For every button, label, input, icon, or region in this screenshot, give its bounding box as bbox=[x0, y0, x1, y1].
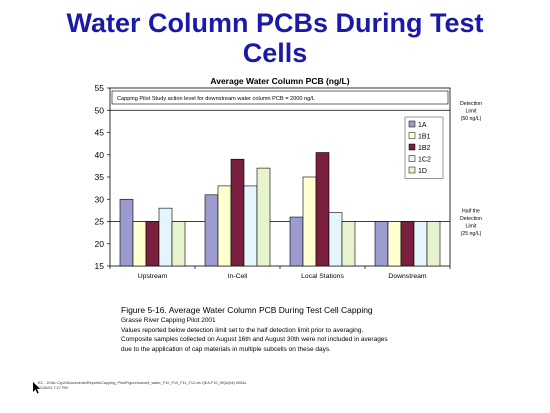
y-tick-label: 30 bbox=[95, 194, 105, 204]
caption-title: Figure 5-16. Average Water Column PCB Du… bbox=[121, 305, 373, 315]
reference-line-label: (25 ng/L) bbox=[461, 231, 482, 237]
bar bbox=[132, 221, 147, 267]
bar bbox=[341, 221, 356, 267]
mouse-pointer-icon bbox=[33, 382, 40, 394]
y-tick-label: 25 bbox=[95, 217, 105, 227]
chart-title: Average Water Column PCB (ng/L) bbox=[210, 76, 349, 86]
y-tick-label: 55 bbox=[95, 83, 105, 93]
footer-path: EC - DVAL:CgVoDocuments\Reports\Capping_… bbox=[38, 381, 247, 385]
slide-title: Water Column PCBs During Test Cells bbox=[0, 8, 550, 68]
bar bbox=[328, 212, 343, 267]
bar bbox=[426, 221, 441, 267]
caption-line-4: due to the application of cap materials … bbox=[121, 345, 331, 353]
bar bbox=[315, 152, 330, 267]
y-tick-label: 50 bbox=[95, 105, 105, 115]
bar bbox=[302, 176, 317, 267]
caption-line-1: Grasse River Capping Pilot 2001 bbox=[121, 317, 216, 324]
reference-line-label: (50 ng/L) bbox=[461, 116, 482, 122]
legend-swatch bbox=[408, 132, 416, 139]
legend-label: 1A bbox=[418, 122, 427, 129]
y-tick-label: 40 bbox=[95, 150, 105, 160]
annotation-frame bbox=[111, 90, 449, 105]
legend-swatch bbox=[408, 143, 416, 151]
footer-timestamp: 11/26/01 7:27 PM bbox=[38, 386, 68, 390]
bar bbox=[413, 221, 428, 267]
x-tick-label: Upstream bbox=[138, 273, 168, 280]
bar bbox=[256, 167, 271, 267]
bars bbox=[119, 152, 441, 267]
bar bbox=[217, 185, 232, 267]
slide-title-line-1: Water Column PCBs During Test bbox=[66, 8, 484, 38]
reference-line-label: Detection bbox=[460, 101, 482, 107]
legend-label: 1D bbox=[418, 168, 427, 175]
y-tick-label: 45 bbox=[95, 128, 105, 138]
legend-swatch bbox=[408, 155, 416, 162]
bar bbox=[171, 221, 186, 267]
y-tick-label: 15 bbox=[95, 261, 105, 271]
bar bbox=[289, 216, 304, 267]
bar-chart: Average Water Column PCB (ng/L) Detectio… bbox=[95, 76, 483, 280]
bar bbox=[374, 221, 389, 267]
slide-title-line-2: Cells bbox=[242, 38, 308, 68]
legend-label: 1B2 bbox=[418, 145, 431, 152]
bar bbox=[387, 221, 402, 267]
reference-line-label: Half the bbox=[462, 208, 480, 214]
bar bbox=[400, 221, 415, 267]
annotation-text: Capping Pilot Study action level for dow… bbox=[117, 96, 315, 102]
figure-caption: Figure 5-16. Average Water Column PCB Du… bbox=[121, 305, 451, 354]
bar bbox=[119, 198, 134, 267]
bar bbox=[230, 158, 245, 267]
legend-swatch bbox=[408, 166, 416, 174]
x-tick-label: Local Stations bbox=[301, 273, 344, 280]
y-tick-label: 35 bbox=[95, 172, 105, 182]
y-axis: 15 20 25 30 35 40 45 50 55 bbox=[95, 83, 110, 271]
file-path-footer: EC - DVAL:CgVoDocuments\Reports\Capping_… bbox=[38, 381, 338, 391]
caption-line-2: Values reported below detection limit se… bbox=[121, 326, 364, 334]
bar bbox=[243, 185, 258, 267]
reference-line-label: Limit bbox=[466, 108, 478, 114]
x-tick-label: Downstream bbox=[388, 273, 426, 280]
caption-line-3: Composite samples collected on August 16… bbox=[121, 336, 388, 343]
reference-line-label: Limit bbox=[466, 223, 478, 229]
x-tick-label: In-Cell bbox=[228, 273, 248, 280]
x-axis: Upstream In-Cell Local Stations Downstream bbox=[109, 266, 451, 280]
y-tick-label: 20 bbox=[95, 239, 105, 249]
annotation-box: Capping Pilot Study action level for dow… bbox=[111, 90, 449, 105]
bar bbox=[145, 221, 160, 267]
bar bbox=[204, 194, 219, 267]
reference-line-label: Detection bbox=[460, 216, 482, 222]
bar bbox=[158, 207, 173, 267]
legend-label: 1C2 bbox=[418, 157, 431, 164]
legend: 1A 1B1 1B2 1C2 1D bbox=[404, 116, 444, 179]
legend-swatch bbox=[408, 120, 416, 128]
legend-label: 1B1 bbox=[418, 134, 431, 141]
